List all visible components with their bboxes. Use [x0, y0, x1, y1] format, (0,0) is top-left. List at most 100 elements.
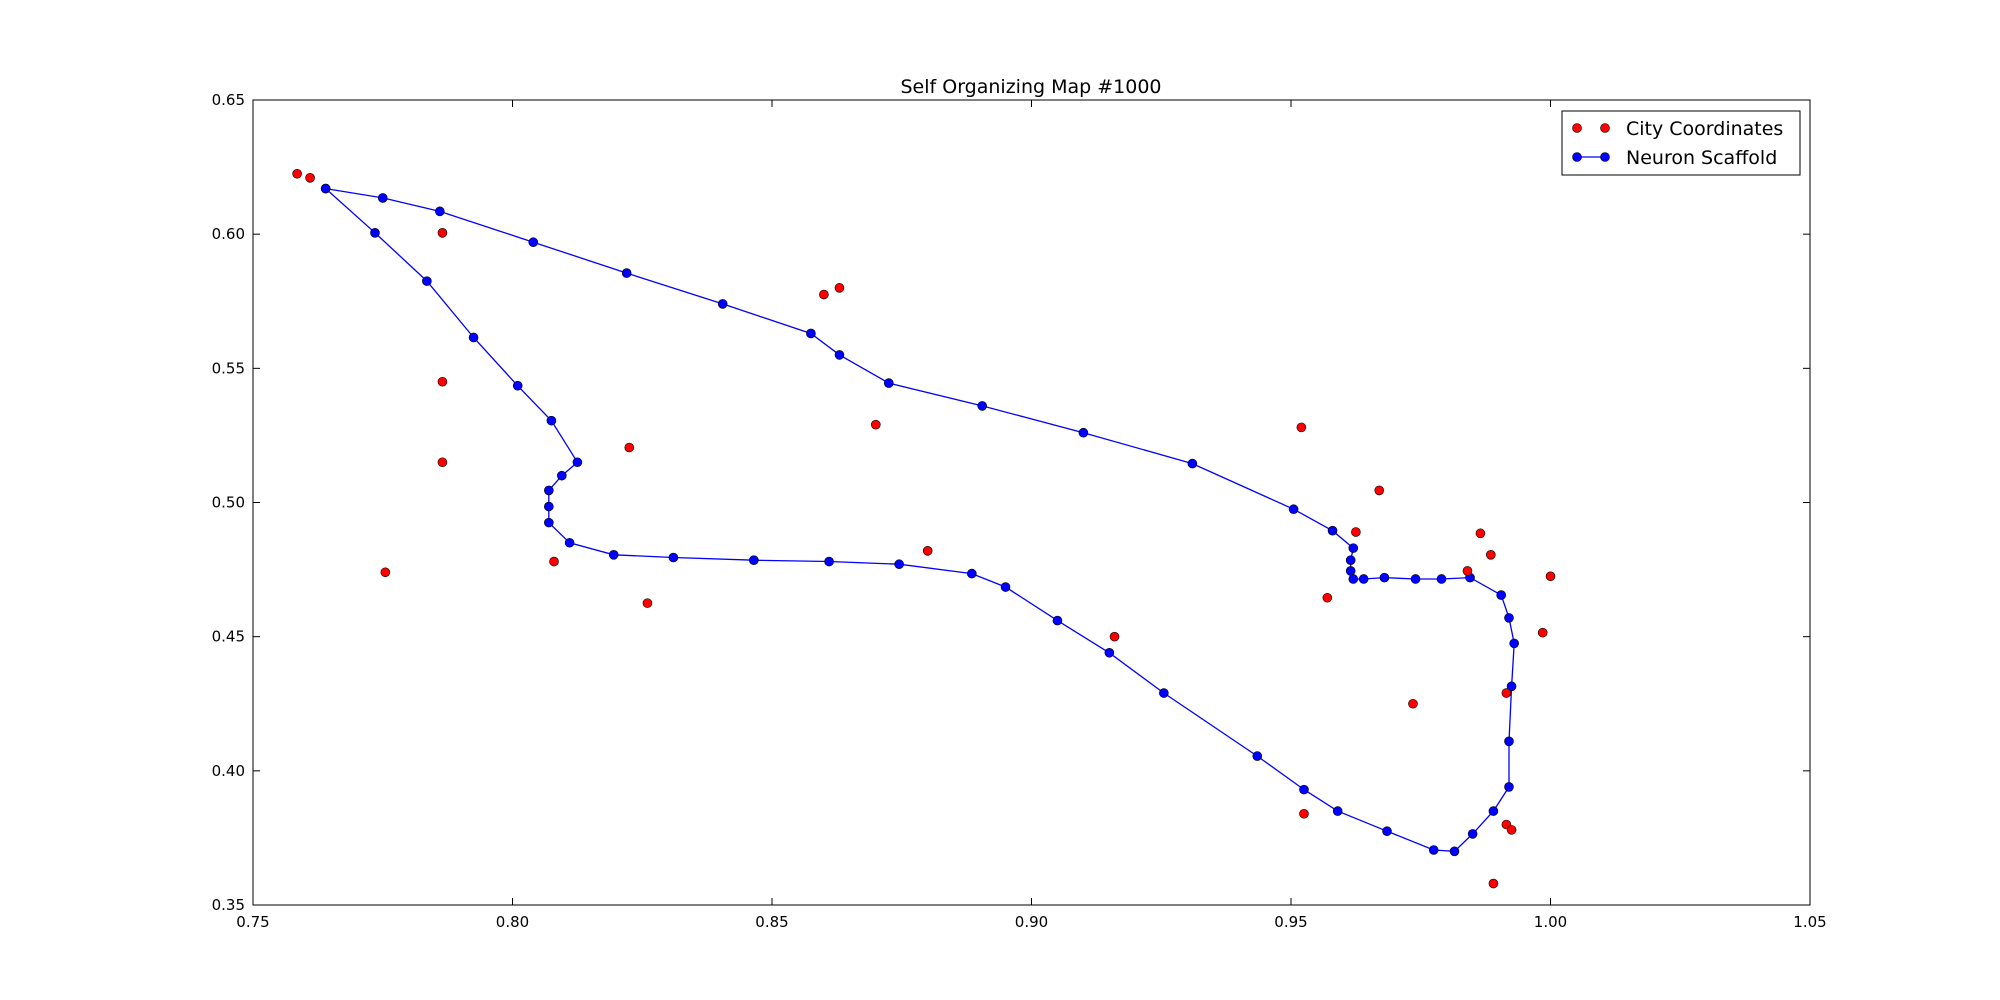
neuron-point-9 [977, 401, 987, 411]
neuron-point-50 [544, 485, 554, 496]
x-tick-label: 0.75 [236, 913, 269, 931]
neuron-point-37 [1159, 688, 1169, 698]
neuron-point-23 [1496, 590, 1506, 600]
neuron-point-18 [1358, 574, 1369, 584]
neuron-point-44 [749, 555, 759, 565]
neuron-point-15 [1345, 555, 1356, 565]
axes: 0.75 0.80 0.85 0.90 0.95 1.00 1.05 0.35 0.40 0.45… [212, 91, 1827, 931]
city-point-10 [549, 556, 559, 567]
city-point-24 [1545, 571, 1556, 582]
neuron-point-46 [608, 550, 619, 560]
neuron-point-40 [1000, 582, 1011, 592]
city-point-28 [1488, 878, 1499, 889]
neuron-point-54 [512, 380, 523, 391]
city-point-9 [380, 567, 391, 578]
neuron-point-48 [544, 517, 554, 528]
y-tick-label: 0.65 [212, 91, 245, 109]
neuron-point-47 [564, 537, 575, 548]
neuron-point-35 [1299, 784, 1309, 795]
neuron-point-34 [1332, 806, 1343, 816]
city-point-13 [1109, 631, 1120, 642]
neuron-point-51 [557, 470, 567, 481]
neuron-point-26 [1506, 681, 1517, 692]
y-tick-label: 0.60 [212, 225, 245, 243]
city-point-20 [1475, 528, 1486, 539]
city-point-12 [922, 545, 933, 556]
neuron-point-17 [1348, 574, 1359, 584]
city-point-19 [1462, 566, 1473, 576]
neuron-point-36 [1252, 751, 1263, 761]
x-tick-label: 0.80 [496, 913, 529, 931]
neuron-point-20 [1410, 574, 1421, 584]
legend-city-marker [1600, 123, 1610, 133]
neuron-point-3 [528, 237, 539, 248]
neuron-point-45 [668, 552, 679, 563]
city-point-7 [624, 442, 635, 453]
city-point-6 [437, 457, 448, 468]
y-tick-label: 0.35 [212, 896, 245, 914]
neuron-point-8 [883, 378, 894, 388]
city-point-11 [642, 598, 653, 608]
city-point-15 [1322, 592, 1333, 603]
x-tick-label: 1.05 [1793, 913, 1826, 931]
city-point-14 [1296, 422, 1307, 433]
city-point-25 [1299, 808, 1309, 819]
neuron-point-1 [377, 193, 388, 203]
city-point-2 [437, 228, 448, 238]
neuron-point-6 [806, 328, 816, 339]
city-point-4 [834, 283, 845, 293]
neuron-point-16 [1345, 566, 1356, 576]
neuron-point-25 [1509, 638, 1519, 649]
neuron-point-42 [894, 559, 904, 570]
neuron-point-53 [546, 415, 557, 426]
legend-neuron-marker [1572, 152, 1582, 162]
neuron-point-56 [422, 276, 432, 286]
city-point-1 [305, 173, 315, 183]
city-point-22 [1501, 688, 1512, 698]
neuron-point-29 [1488, 806, 1499, 816]
neuron-point-14 [1348, 543, 1359, 553]
neuron-point-27 [1504, 736, 1514, 747]
neuron-point-39 [1052, 615, 1063, 626]
neuron-point-55 [468, 332, 479, 343]
x-tick-label: 0.95 [1274, 913, 1307, 931]
neuron-point-49 [544, 501, 554, 512]
neuron-point-19 [1379, 572, 1390, 583]
city-point-0 [292, 168, 302, 179]
city-point-27 [1506, 825, 1517, 835]
neuron-point-32 [1428, 845, 1439, 855]
plot-area [292, 168, 1556, 889]
y-tick-label: 0.45 [212, 628, 245, 646]
city-point-16 [1351, 527, 1361, 537]
neuron-point-57 [370, 228, 380, 238]
neuron-scaffold-line [325, 187, 1515, 852]
neuron-point-41 [967, 568, 977, 579]
neuron-point-24 [1504, 613, 1514, 623]
neuron-point-12 [1288, 504, 1299, 515]
chart-title: Self Organizing Map #1000 [900, 76, 1161, 98]
neuron-point-10 [1078, 427, 1089, 438]
neuron-point-21 [1436, 574, 1447, 584]
y-tick-label: 0.40 [212, 762, 245, 780]
neuron-point-43 [824, 556, 834, 567]
legend-neuron-marker [1600, 152, 1610, 162]
city-point-5 [437, 376, 448, 387]
neuron-point-28 [1504, 782, 1514, 792]
city-point-18 [1408, 698, 1418, 709]
neuron-point-11 [1187, 458, 1198, 469]
city-point-8 [870, 419, 881, 430]
legend-neuron-label: Neuron Scaffold [1626, 147, 1777, 169]
legend-box [1561, 110, 1801, 176]
neuron-point-31 [1449, 846, 1460, 857]
neuron-point-4 [621, 268, 632, 278]
city-point-21 [1486, 550, 1496, 560]
city-point-23 [1537, 627, 1548, 638]
neuron-point-13 [1327, 525, 1338, 536]
legend-city-label: City Coordinates [1626, 118, 1783, 140]
legend: City Coordinates Neuron Scaffold [1561, 110, 1801, 176]
y-tick-label: 0.50 [212, 494, 245, 512]
x-tick-label: 0.85 [755, 913, 788, 931]
plot-frame [252, 99, 1811, 906]
